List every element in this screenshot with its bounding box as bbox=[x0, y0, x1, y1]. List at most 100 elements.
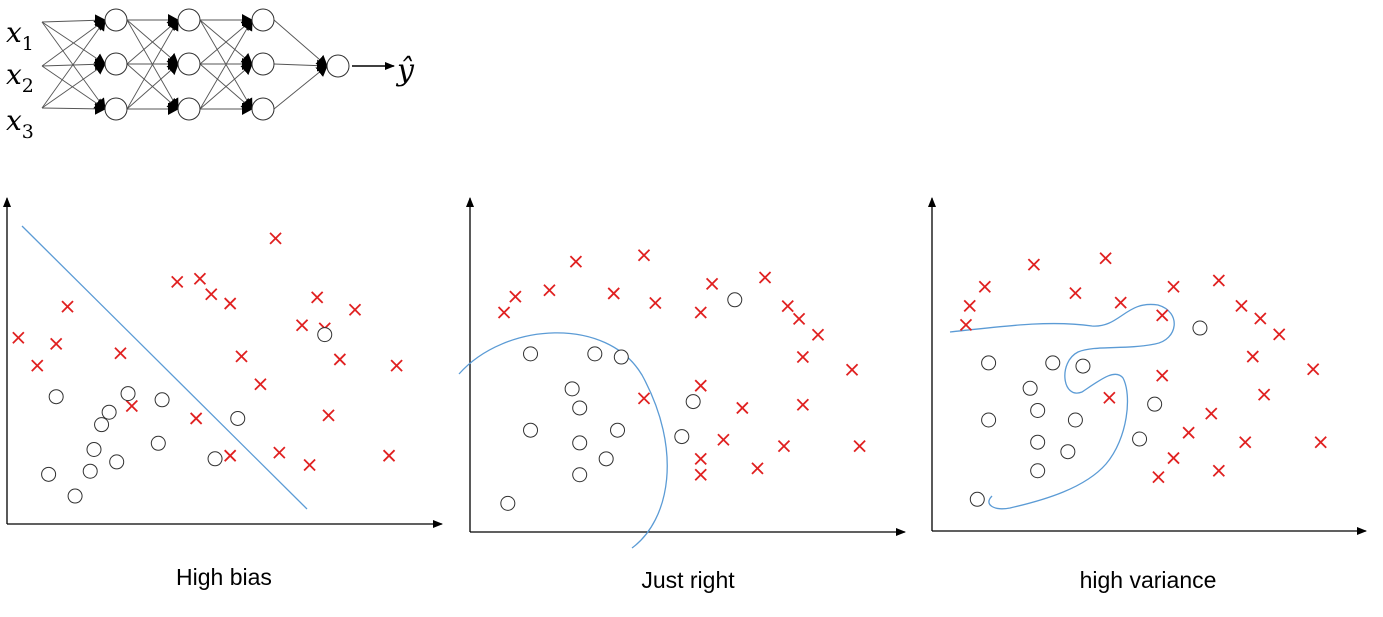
circle-marker bbox=[1022, 380, 1038, 396]
panel-caption: high variance bbox=[1080, 567, 1217, 593]
panel-high-variance: high variance bbox=[928, 197, 1367, 593]
circle-marker bbox=[230, 410, 246, 426]
network-edge bbox=[273, 19, 328, 67]
cross-marker bbox=[637, 392, 651, 405]
circle-marker bbox=[572, 435, 588, 451]
circle-marker bbox=[207, 451, 223, 467]
cross-marker bbox=[303, 458, 316, 472]
hidden-neuron bbox=[104, 52, 128, 76]
circle-marker bbox=[1030, 463, 1046, 479]
cross-marker bbox=[31, 359, 44, 372]
output-neuron bbox=[326, 54, 350, 78]
decision-boundary-curve bbox=[458, 332, 668, 549]
cross-marker bbox=[1314, 436, 1327, 449]
circle-marker bbox=[317, 327, 333, 343]
cross-marker bbox=[694, 306, 707, 319]
circle-marker bbox=[120, 386, 136, 402]
network-nodes bbox=[104, 8, 350, 121]
circle-marker bbox=[109, 454, 125, 470]
cross-marker bbox=[792, 312, 806, 326]
cross-marker bbox=[1205, 407, 1218, 420]
circle-marker bbox=[48, 389, 64, 405]
data-points bbox=[12, 232, 403, 504]
cross-marker bbox=[694, 379, 707, 392]
network-edge bbox=[41, 19, 106, 67]
cross-marker bbox=[853, 439, 866, 453]
input-label-x1: x1 bbox=[6, 16, 34, 55]
cross-marker bbox=[295, 319, 309, 332]
cross-marker bbox=[845, 363, 859, 376]
cross-marker bbox=[1156, 369, 1169, 382]
cross-marker bbox=[1307, 363, 1320, 376]
circle-marker bbox=[1030, 434, 1046, 450]
network-edge bbox=[41, 65, 106, 110]
cross-marker bbox=[50, 337, 63, 351]
panel-caption: High bias bbox=[176, 564, 272, 590]
cross-marker bbox=[637, 249, 651, 262]
network-edge bbox=[41, 102, 106, 115]
cross-marker bbox=[1099, 252, 1112, 265]
cross-marker bbox=[497, 306, 511, 319]
cross-marker bbox=[311, 291, 324, 304]
circle-marker bbox=[1192, 320, 1208, 336]
hidden-neuron bbox=[104, 97, 128, 121]
circle-marker bbox=[67, 488, 83, 504]
network-edge bbox=[41, 14, 106, 27]
cross-marker bbox=[382, 449, 396, 462]
hidden-neuron bbox=[251, 8, 275, 32]
cross-marker bbox=[193, 272, 207, 285]
output-label-yhat: ŷ bbox=[395, 53, 415, 88]
cross-marker bbox=[811, 328, 825, 341]
cross-marker bbox=[705, 277, 719, 291]
cross-marker bbox=[607, 287, 620, 300]
circle-marker bbox=[969, 491, 985, 507]
circle-marker bbox=[981, 412, 997, 428]
circle-marker bbox=[150, 435, 166, 451]
cross-marker bbox=[758, 271, 772, 284]
cross-marker bbox=[963, 299, 976, 312]
network-edge bbox=[41, 63, 106, 109]
circle-marker bbox=[564, 381, 580, 397]
circle-marker bbox=[727, 292, 743, 308]
circle-marker bbox=[587, 346, 603, 362]
circle-marker bbox=[500, 495, 516, 511]
cross-marker bbox=[509, 290, 522, 303]
circle-marker bbox=[610, 422, 626, 438]
cross-marker bbox=[1156, 309, 1169, 322]
network-edge bbox=[126, 63, 179, 110]
circle-marker bbox=[1045, 355, 1061, 371]
cross-marker bbox=[1103, 391, 1116, 404]
circle-marker bbox=[981, 355, 997, 371]
cross-marker bbox=[1167, 280, 1180, 293]
cross-marker bbox=[322, 409, 335, 422]
hidden-neuron bbox=[177, 8, 201, 32]
cross-marker bbox=[348, 303, 362, 316]
panel-high-bias: High bias bbox=[2, 197, 443, 590]
cross-marker bbox=[1254, 312, 1267, 325]
hidden-neuron bbox=[251, 97, 275, 121]
cross-marker bbox=[273, 446, 286, 459]
cross-marker bbox=[1069, 287, 1082, 300]
circle-marker bbox=[1147, 396, 1163, 412]
cross-marker bbox=[205, 288, 218, 301]
cross-marker bbox=[1235, 299, 1248, 312]
cross-marker bbox=[224, 449, 237, 462]
input-label-x2: x2 bbox=[6, 58, 34, 97]
cross-marker bbox=[12, 331, 25, 344]
circle-marker bbox=[685, 394, 701, 410]
cross-marker bbox=[235, 350, 248, 363]
circle-marker bbox=[572, 467, 588, 483]
network-connections bbox=[41, 14, 328, 115]
cross-marker bbox=[781, 300, 794, 313]
cross-marker bbox=[1182, 426, 1195, 439]
cross-marker bbox=[959, 318, 973, 331]
network-edge bbox=[199, 19, 253, 110]
cross-marker bbox=[254, 378, 267, 391]
circle-marker bbox=[154, 392, 170, 408]
cross-marker bbox=[1152, 470, 1165, 484]
circle-marker bbox=[598, 451, 614, 467]
circle-marker bbox=[1075, 358, 1091, 374]
panel-just-right: Just right bbox=[458, 197, 906, 593]
cross-marker bbox=[333, 353, 347, 366]
circle-marker bbox=[82, 463, 98, 479]
